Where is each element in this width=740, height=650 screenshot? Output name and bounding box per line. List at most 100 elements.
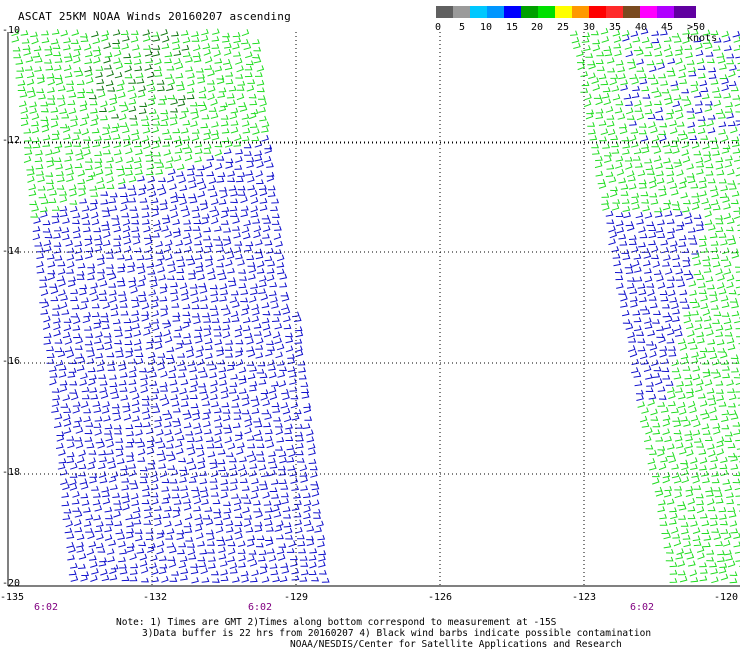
- wind-barb: [218, 105, 227, 112]
- wind-barb: [637, 170, 646, 177]
- wind-barb: [72, 226, 81, 234]
- wind-barb: [708, 73, 717, 79]
- wind-barb: [156, 429, 164, 436]
- wind-barb: [692, 252, 700, 260]
- wind-barb: [213, 508, 222, 514]
- wind-barb: [102, 491, 110, 498]
- wind-barb: [214, 142, 223, 148]
- wind-barb: [727, 443, 736, 449]
- wind-barb: [170, 191, 178, 199]
- wind-barb: [214, 149, 223, 157]
- wind-barb: [63, 324, 72, 332]
- wind-barb: [46, 156, 54, 163]
- wind-barb: [166, 65, 175, 71]
- wind-barb: [702, 542, 711, 548]
- wind-barb: [659, 190, 667, 197]
- wind-barb: [169, 119, 178, 126]
- wind-barb: [62, 394, 71, 401]
- wind-barb: [70, 120, 78, 128]
- wind-barb: [173, 248, 182, 254]
- wind-barb: [636, 331, 645, 336]
- wind-barb: [188, 477, 197, 483]
- wind-barb: [696, 546, 705, 553]
- wind-barb: [682, 261, 691, 268]
- wind-barb: [652, 422, 661, 428]
- wind-barb: [716, 448, 725, 456]
- wind-barb: [128, 276, 137, 283]
- wind-barb: [92, 46, 101, 52]
- wind-barb: [696, 162, 705, 168]
- wind-barb: [46, 160, 55, 168]
- wind-barb: [274, 525, 283, 532]
- wind-barb: [123, 53, 132, 59]
- wind-barb: [107, 556, 115, 563]
- wind-barb: [704, 42, 713, 50]
- wind-barb: [287, 366, 296, 373]
- wind-barb: [104, 424, 113, 430]
- wind-barb: [675, 45, 683, 52]
- wind-barb: [77, 93, 86, 99]
- wind-barb: [64, 337, 73, 345]
- wind-barb: [667, 443, 675, 450]
- wind-barb: [606, 164, 615, 170]
- wind-barb: [709, 232, 718, 239]
- wind-barb: [156, 532, 164, 539]
- wind-barb: [62, 125, 71, 133]
- wind-barb: [267, 191, 276, 197]
- wind-barb: [620, 301, 628, 308]
- wind-barb: [276, 360, 285, 366]
- wind-barb: [33, 217, 41, 224]
- legend-swatch: [521, 6, 543, 18]
- wind-barb: [95, 438, 104, 444]
- wind-barb: [195, 519, 204, 526]
- wind-barb: [102, 211, 111, 218]
- wind-barb: [101, 407, 110, 414]
- wind-barb: [109, 574, 118, 581]
- wind-barb: [658, 463, 667, 471]
- wind-barb: [259, 189, 268, 197]
- wind-barb: [667, 71, 676, 77]
- wind-barb: [147, 184, 155, 191]
- wind-barb: [115, 445, 124, 450]
- wind-barb: [696, 331, 705, 338]
- wind-barb: [186, 87, 195, 94]
- wind-barb: [211, 43, 220, 49]
- wind-barb: [217, 449, 226, 455]
- wind-barb: [602, 204, 610, 211]
- wind-barb: [92, 37, 101, 45]
- wind-barb: [204, 428, 212, 435]
- wind-barb: [310, 480, 319, 486]
- wind-barb: [146, 337, 155, 344]
- wind-barb: [728, 402, 736, 408]
- wind-barb: [703, 535, 712, 541]
- wind-barb: [176, 275, 185, 281]
- wind-barb: [189, 283, 198, 289]
- wind-barb: [214, 58, 223, 64]
- wind-barb: [309, 465, 318, 471]
- wind-barb: [311, 576, 320, 582]
- wind-barb: [156, 540, 165, 548]
- wind-barb: [654, 486, 663, 493]
- wind-barb: [35, 149, 43, 156]
- wind-barb: [645, 373, 653, 380]
- legend-swatch: [538, 6, 560, 18]
- wind-barb: [173, 155, 182, 162]
- wind-barb: [136, 254, 145, 261]
- wind-barb: [84, 235, 93, 240]
- wind-barb: [290, 401, 299, 409]
- wind-barb: [134, 142, 142, 148]
- wind-barb: [248, 549, 257, 555]
- wind-barb: [81, 297, 89, 303]
- wind-barb: [220, 576, 229, 582]
- wind-barb: [664, 268, 673, 275]
- wind-barb: [706, 388, 715, 394]
- wind-barb: [66, 175, 74, 182]
- wind-barb: [94, 135, 102, 141]
- wind-barb: [62, 483, 70, 491]
- wind-barb: [129, 386, 137, 394]
- wind-barb: [154, 58, 162, 66]
- wind-barb: [149, 562, 157, 569]
- wind-barb: [720, 351, 728, 359]
- wind-barb: [109, 205, 118, 212]
- wind-barb: [258, 106, 266, 113]
